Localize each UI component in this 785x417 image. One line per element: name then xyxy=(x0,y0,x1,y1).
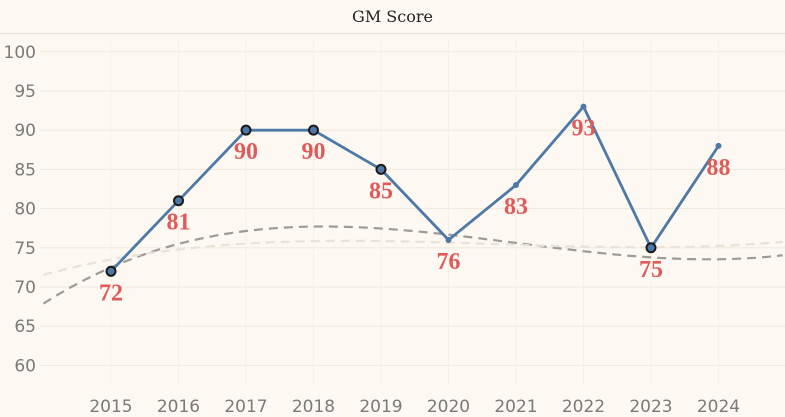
data-point xyxy=(580,103,587,110)
y-tick-label: 75 xyxy=(14,239,36,259)
y-tick-label: 80 xyxy=(14,200,36,220)
trend-layer xyxy=(42,225,783,305)
data-label: 90 xyxy=(302,139,326,165)
x-tick-label: 2016 xyxy=(157,397,200,417)
x-tick-label: 2017 xyxy=(224,397,267,417)
data-point xyxy=(445,236,452,243)
y-tick-label: 85 xyxy=(14,160,36,180)
data-label: 85 xyxy=(369,178,393,204)
y-tick-label: 65 xyxy=(14,317,36,337)
trend-line-2 xyxy=(43,239,783,276)
x-tick-label: 2022 xyxy=(562,397,605,417)
data-label: 72 xyxy=(99,280,123,306)
data-point xyxy=(513,182,519,189)
y-tick-label: 70 xyxy=(14,278,36,298)
data-label: 76 xyxy=(437,249,461,275)
grid-layer xyxy=(40,40,785,385)
x-tick-label: 2015 xyxy=(89,397,132,417)
data-label: 90 xyxy=(234,139,258,165)
data-point xyxy=(645,242,657,254)
y-tick-label: 60 xyxy=(14,356,36,376)
x-tick-label: 2021 xyxy=(494,397,537,417)
y-tick-label: 90 xyxy=(14,121,36,141)
data-label: 75 xyxy=(639,257,663,283)
data-point xyxy=(105,265,117,277)
chart-title-bar: GM Score xyxy=(0,0,785,34)
data-label: 93 xyxy=(572,116,596,142)
x-tick-label: 2018 xyxy=(292,397,335,417)
x-tick-label: 2024 xyxy=(697,397,740,417)
trend-line-1 xyxy=(42,225,783,305)
data-label-layer: 72 81 90 90 85 76 83 93 75 88 xyxy=(99,116,731,307)
data-point xyxy=(308,124,319,136)
axis-layer: 60 65 70 75 80 85 90 95 100 2015 2016 2017 2018 2019 2… xyxy=(4,43,741,417)
data-label: 81 xyxy=(167,210,191,236)
data-label: 83 xyxy=(504,194,528,220)
y-tick-label: 100 xyxy=(4,43,36,63)
chart-title: GM Score xyxy=(352,7,433,26)
data-point xyxy=(240,124,252,136)
x-tick-label: 2019 xyxy=(359,397,402,417)
x-tick-label: 2020 xyxy=(427,397,470,417)
series-layer xyxy=(105,103,722,277)
data-point xyxy=(173,195,184,207)
y-tick-label: 95 xyxy=(14,82,36,102)
data-point xyxy=(715,142,722,149)
x-tick-label: 2023 xyxy=(629,397,672,417)
data-label: 88 xyxy=(707,155,731,181)
data-point xyxy=(375,163,387,175)
series-line xyxy=(109,105,720,273)
